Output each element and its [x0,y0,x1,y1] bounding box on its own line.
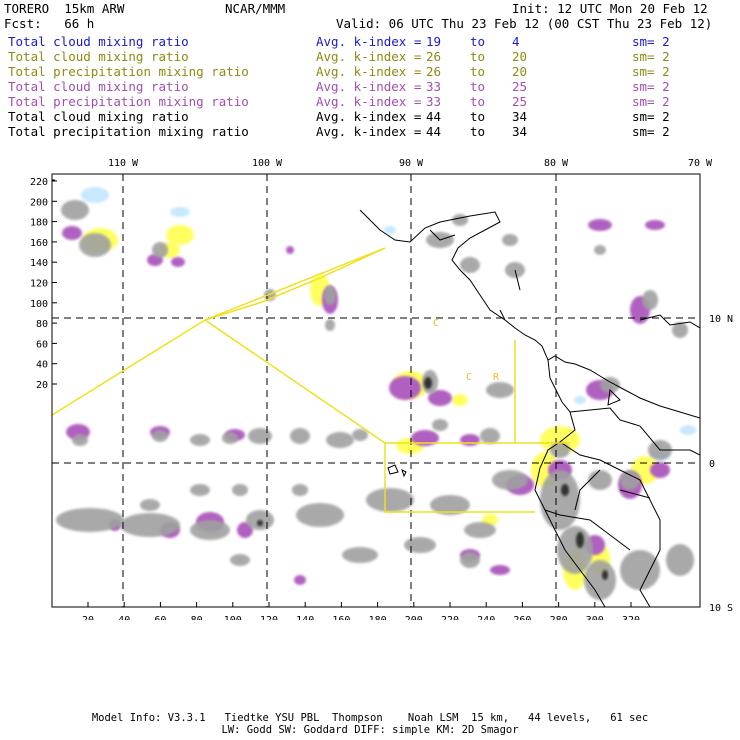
legend-sm: sm= 2 [632,94,670,109]
legend-b: 25 [512,94,528,109]
legend-sm: sm= 2 [632,124,670,139]
x-tick-label: 180 [369,615,387,620]
model-info-line1: Model Info: V3.3.1 Tiedtke YSU PBL Thomp… [91,712,649,724]
boundary-label-c: C [433,318,439,329]
lon-label: 70 W [688,158,713,169]
x-tick-label: 320 [622,615,640,620]
legend-b: 34 [512,109,528,124]
legend-avg: Avg. k-index = [316,109,422,124]
x-tick-label: 140 [296,615,314,620]
boundary-label-c2: C [466,372,472,383]
x-tick-label: 260 [513,615,531,620]
legend-avg: Avg. k-index = [316,124,422,139]
lat-lon-grid [52,174,700,607]
legend-avg: Avg. k-index = [316,49,422,64]
legend-to: to [470,94,486,109]
region-boundaries [52,247,570,513]
x-tick-label: 20 [82,615,94,620]
x-tick-label: 120 [260,615,278,620]
lon-label: 80 W [544,158,569,169]
legend-field: Total cloud mixing ratio [8,79,189,94]
x-tick-label: 200 [405,615,423,620]
legend-field: Total cloud mixing ratio [8,34,189,49]
legend-sm: sm= 2 [632,49,670,64]
legend-a: 44 [426,109,442,124]
x-tick-label: 280 [550,615,568,620]
legend-to: to [470,34,486,49]
legend-a: 26 [426,49,442,64]
legend-sm: sm= 2 [632,64,670,79]
legend-field: Total cloud mixing ratio [8,49,189,64]
map-panel: 220 200 180 160 140 120 100 80 60 40 20 20 40 60 80 100… [30,158,733,620]
legend-sm: sm= 2 [632,79,670,94]
y-tick-label: 180 [30,218,48,229]
y-tick-label: 100 [30,299,48,310]
legend-sm: sm= 2 [632,109,670,124]
legend-to: to [470,64,486,79]
boundary-label-r: R [493,372,500,383]
precip-fields [56,187,696,600]
x-tick-label: 220 [441,615,459,620]
legend-b: 4 [512,34,520,49]
legend-b: 20 [512,49,528,64]
x-tick-label: 40 [118,615,130,620]
x-tick-label: 160 [332,615,350,620]
coastlines [52,179,700,607]
legend-a: 19 [426,34,442,49]
legend-field: Total precipitation mixing ratio [8,64,249,79]
y-tick-label: 20 [36,380,48,391]
axes: 220 200 180 160 140 120 100 80 60 40 20 20 40 60 80 100… [30,158,733,620]
legend-b: 34 [512,124,528,139]
legend-to: to [470,124,486,139]
legend-to: to [470,49,486,64]
legend-a: 44 [426,124,442,139]
lon-label: 110 W [108,158,139,169]
legend-b: 25 [512,79,528,94]
legend-to: to [470,79,486,94]
y-tick-label: 160 [30,238,48,249]
legend-a: 33 [426,94,442,109]
legend-a: 33 [426,79,442,94]
init-time: Init: 12 UTC Mon 20 Feb 12 [512,1,708,16]
y-tick-label: 140 [30,258,48,269]
legend-a: 26 [426,64,442,79]
legend-to: to [470,109,486,124]
x-tick-label: 300 [586,615,604,620]
lon-label: 100 W [252,158,283,169]
y-tick-label: 220 [30,177,48,188]
plot-frame [51,173,701,608]
lat-label: 10 N [709,314,733,325]
legend-avg: Avg. k-index = [316,79,422,94]
y-tick-label: 40 [36,360,48,371]
model-title: TORERO 15km ARW [4,1,125,16]
y-tick-label: 80 [36,319,48,330]
forecast-hour: Fcst: 66 h [4,16,95,31]
lat-label: 10 S [709,603,733,614]
legend-field: Total precipitation mixing ratio [8,94,249,109]
x-tick-label: 240 [477,615,495,620]
organization: NCAR/MMM [225,1,286,16]
y-tick-label: 120 [30,279,48,290]
x-tick-label: 80 [191,615,203,620]
legend-avg: Avg. k-index = [316,34,422,49]
y-tick-label: 60 [36,339,48,350]
legend-avg: Avg. k-index = [316,94,422,109]
lon-label: 90 W [399,158,424,169]
x-tick-label: 100 [224,615,242,620]
x-tick-label: 60 [154,615,166,620]
legend-b: 20 [512,64,528,79]
legend-field: Total precipitation mixing ratio [8,124,249,139]
valid-time: Valid: 06 UTC Thu 23 Feb 12 (00 CST Thu … [336,16,713,31]
legend-field: Total cloud mixing ratio [8,109,189,124]
legend-avg: Avg. k-index = [316,64,422,79]
model-info-line2: LW: Godd SW: Goddard DIFF: simple KM: 2D… [221,724,519,736]
y-tick-label: 200 [30,197,48,208]
legend-sm: sm= 2 [632,34,670,49]
lat-label: 0 [709,459,715,470]
